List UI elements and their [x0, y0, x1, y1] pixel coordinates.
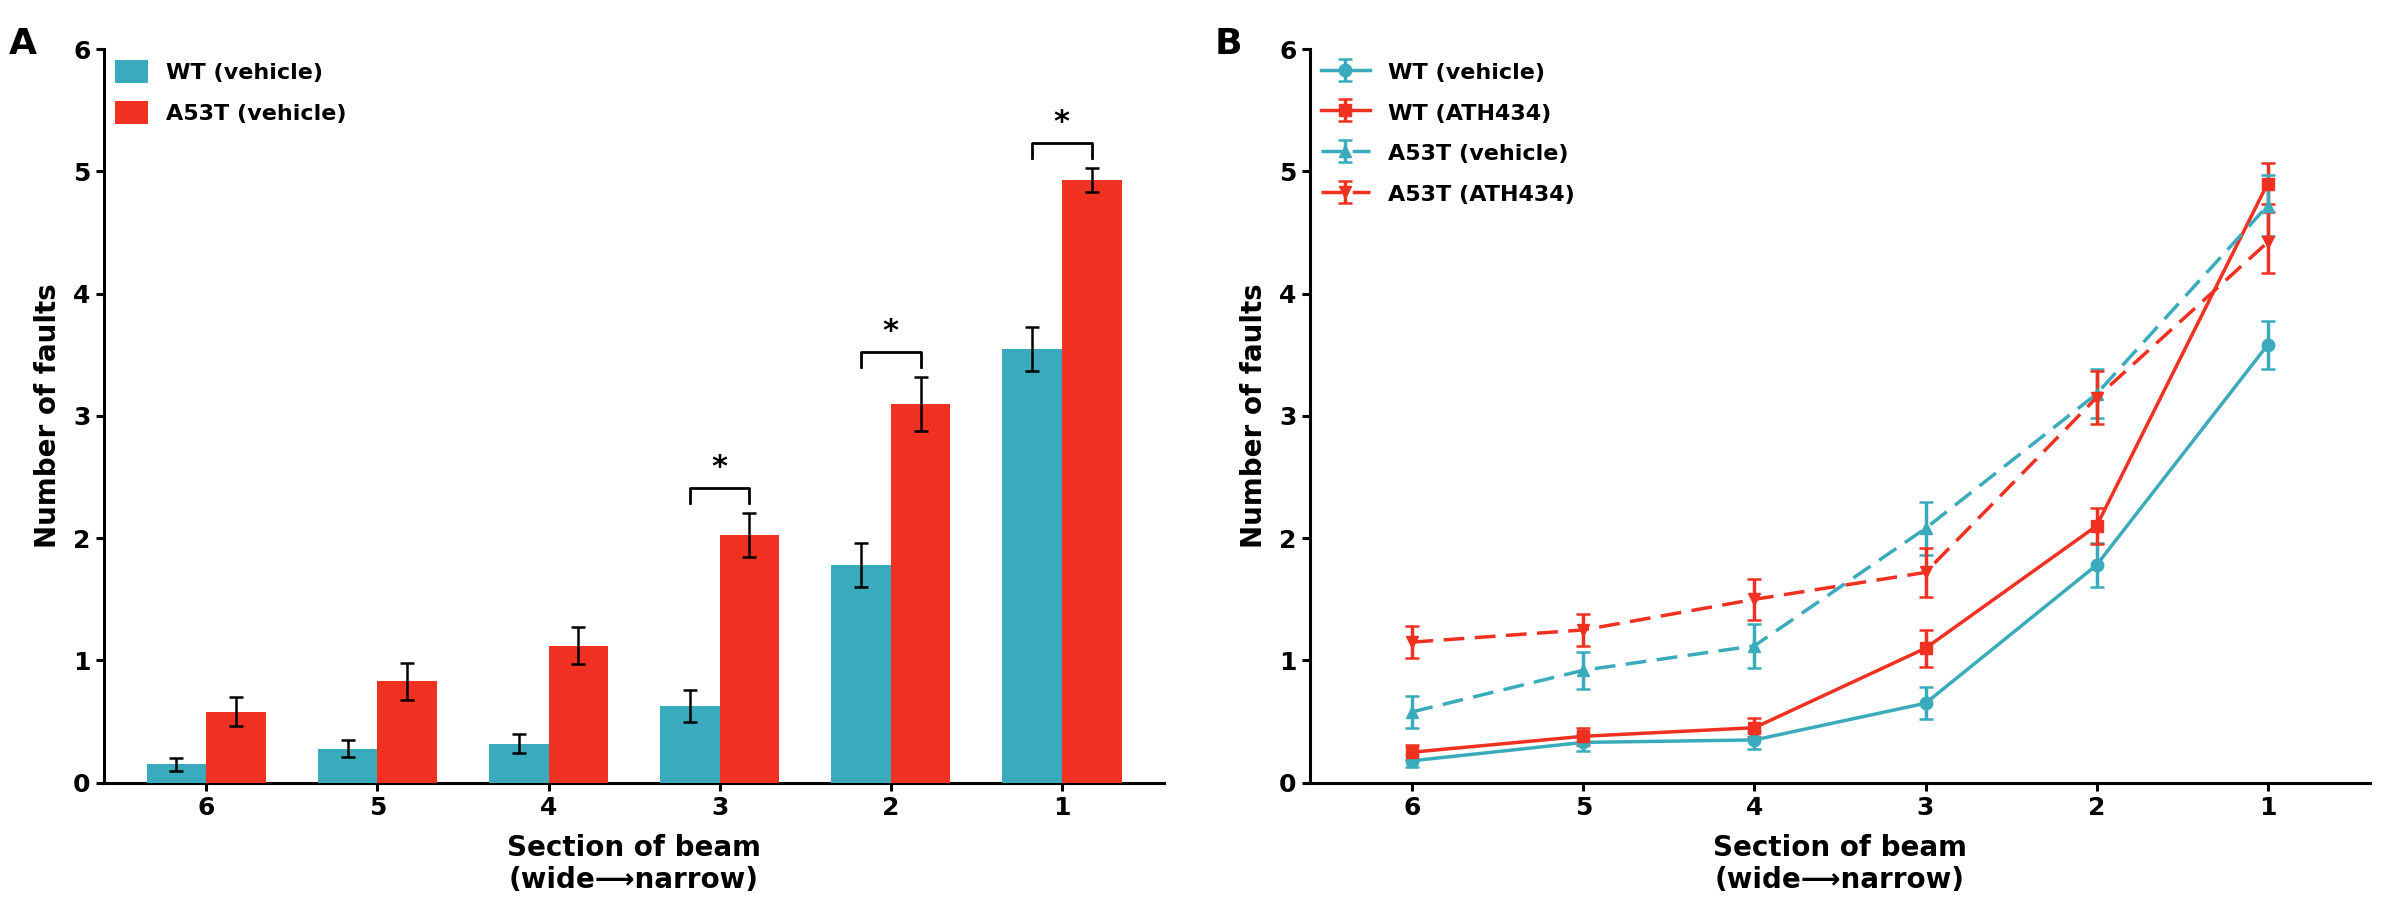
Legend: WT (vehicle), WT (ATH434), A53T (vehicle), A53T (ATH434): WT (vehicle), WT (ATH434), A53T (vehicle…: [1321, 60, 1573, 205]
Y-axis label: Number of faults: Number of faults: [34, 284, 62, 549]
Text: A: A: [7, 27, 36, 61]
Bar: [489, 744, 549, 783]
Legend: WT (vehicle), A53T (vehicle): WT (vehicle), A53T (vehicle): [115, 60, 348, 124]
Text: *: *: [1053, 108, 1070, 137]
Bar: [830, 565, 890, 783]
Bar: [206, 712, 266, 783]
Bar: [317, 749, 376, 783]
Y-axis label: Number of faults: Number of faults: [1240, 284, 1269, 549]
Bar: [1062, 180, 1122, 783]
Bar: [659, 705, 719, 783]
Bar: [719, 535, 779, 783]
X-axis label: Section of beam
(wide⟶narrow): Section of beam (wide⟶narrow): [506, 833, 760, 894]
Text: B: B: [1213, 27, 1242, 61]
Text: *: *: [882, 317, 899, 346]
Bar: [890, 404, 950, 783]
Bar: [549, 645, 609, 783]
Bar: [1002, 349, 1062, 783]
Bar: [376, 681, 436, 783]
Bar: [146, 764, 206, 783]
X-axis label: Section of beam
(wide⟶narrow): Section of beam (wide⟶narrow): [1712, 833, 1966, 894]
Text: *: *: [712, 453, 727, 482]
